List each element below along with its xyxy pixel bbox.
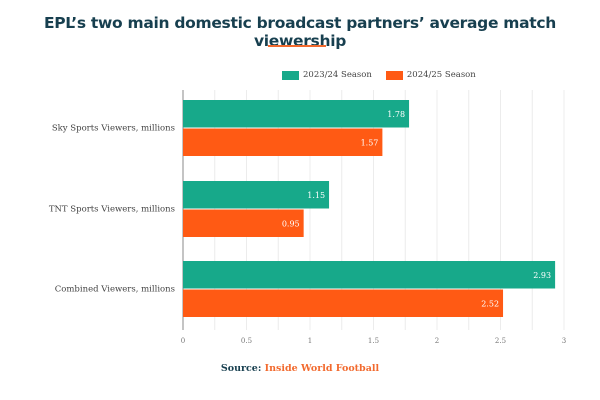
source-note: Source: Inside World Football xyxy=(0,363,600,374)
legend-label: 2023/24 Season xyxy=(303,70,372,80)
bar xyxy=(183,209,304,237)
legend-label: 2024/25 Season xyxy=(406,70,476,80)
category-label: Sky Sports Viewers, millions xyxy=(52,124,175,134)
x-tick-label: 0 xyxy=(181,337,185,345)
bar xyxy=(183,261,556,289)
data-label: 1.78 xyxy=(387,110,405,119)
data-label: 1.57 xyxy=(361,138,379,147)
x-tick-label: 1 xyxy=(308,337,312,345)
x-tick-label: 0.5 xyxy=(241,337,252,345)
x-tick-label: 2.5 xyxy=(495,337,506,345)
legend-swatch xyxy=(282,70,299,80)
bar xyxy=(183,181,330,209)
legend-item: 2024/25 Season xyxy=(385,70,476,80)
category-label: Combined Viewers, millions xyxy=(55,285,175,295)
bar xyxy=(183,100,410,128)
bar xyxy=(183,289,504,317)
category-label: TNT Sports Viewers, millions xyxy=(49,205,175,215)
legend: 2023/24 Season 2024/25 Season xyxy=(282,70,476,80)
x-tick-label: 1.5 xyxy=(368,337,379,345)
legend-item: 2023/24 Season xyxy=(282,70,372,80)
x-tick-label: 3 xyxy=(562,337,566,345)
title-underline xyxy=(268,45,326,47)
legend-swatch xyxy=(385,70,403,80)
data-label: 2.93 xyxy=(533,271,551,280)
source-name: Inside World Football xyxy=(264,363,380,374)
data-label: 2.52 xyxy=(481,299,499,308)
source-label: Source: xyxy=(220,363,262,374)
data-label: 1.15 xyxy=(307,191,325,200)
x-tick-label: 2 xyxy=(435,337,439,345)
bar xyxy=(183,128,383,156)
data-label: 0.95 xyxy=(282,219,300,228)
